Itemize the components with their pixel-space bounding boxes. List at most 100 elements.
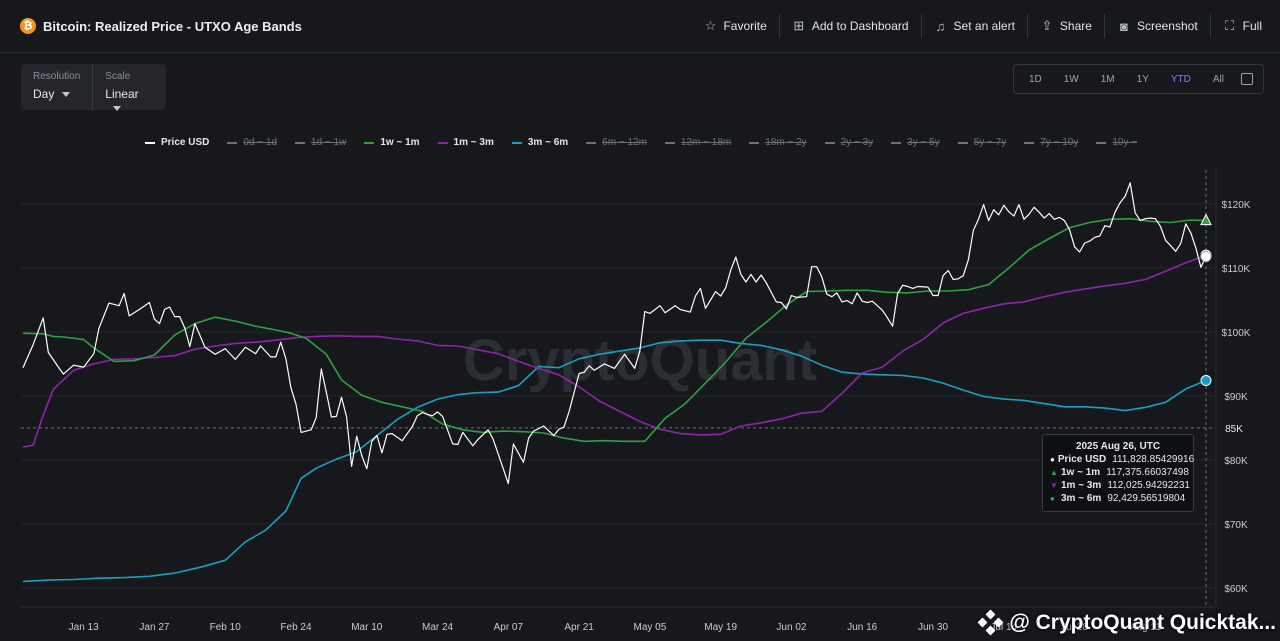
legend-item[interactable]: 1m ~ 3m — [437, 137, 494, 148]
x-tick-label: Feb 24 — [280, 622, 312, 633]
legend-item[interactable]: 2y ~ 3y — [824, 137, 874, 148]
x-tick-label: Jun 16 — [847, 622, 877, 633]
legend-swatch — [364, 141, 375, 144]
range-1y[interactable]: 1Y — [1136, 73, 1149, 85]
legend-swatch — [586, 141, 597, 144]
range-ytd[interactable]: YTD — [1170, 73, 1191, 85]
camera-icon: ◙ — [1120, 18, 1128, 34]
y-tick-label: $80K — [1224, 456, 1248, 467]
header-actions: ☆ Favorite ⊞ Add to Dashboard ♫ Set an aler… — [691, 14, 1266, 38]
x-tick-label: Mar 10 — [351, 622, 383, 633]
legend-item[interactable]: 18m ~ 2y — [749, 137, 807, 148]
tooltip-series-name: 1m ~ 3m — [1061, 480, 1102, 491]
x-tick-label: May 05 — [633, 622, 666, 633]
share-label: Share — [1059, 19, 1092, 33]
legend-label: 18m ~ 2y — [765, 137, 807, 148]
y-tick-label: $120K — [1222, 200, 1251, 211]
legend-label: 0d ~ 1d — [243, 137, 278, 148]
footer-watermark-text: @ CryptoQuant Quicktak... — [1009, 611, 1276, 634]
share-icon: ⇪ — [1041, 18, 1053, 33]
legend-label: 6m ~ 12m — [602, 137, 647, 148]
bell-icon: ♫ — [935, 18, 946, 34]
y-tick-label: $110K — [1222, 264, 1251, 275]
legend-swatch — [145, 141, 155, 144]
marker-3m-6m — [1200, 375, 1212, 387]
legend-swatch — [891, 141, 902, 144]
legend-item[interactable]: 10y ~ — [1096, 137, 1137, 148]
fullscreen-button[interactable]: ⛶ Full — [1211, 14, 1266, 38]
legend-label: 10y ~ — [1112, 137, 1138, 148]
chart-tooltip: 2025 Aug 26, UTC ● Price USD 111,828.85429… — [1042, 434, 1194, 512]
y-tick-label: $100K — [1222, 328, 1251, 339]
legend-label: Price USD — [161, 137, 210, 148]
legend-label: 3y ~ 5y — [907, 137, 940, 148]
legend-item[interactable]: 1d ~ 1w — [295, 137, 346, 148]
chart-legend: Price USD 0d ~ 1d 1d ~ 1w 1w ~ 1m 1m ~ 3m 3m … — [145, 137, 1155, 148]
range-1d[interactable]: 1D — [1028, 73, 1042, 85]
x-tick-label: Jun 30 — [918, 622, 948, 633]
scale-value: Linear — [105, 87, 154, 115]
legend-label: 1m ~ 3m — [453, 137, 494, 148]
tooltip-date: 2025 Aug 26, UTC — [1075, 441, 1161, 452]
favorite-label: Favorite — [723, 19, 767, 33]
legend-swatch — [824, 141, 835, 144]
range-1w[interactable]: 1W — [1063, 73, 1079, 85]
x-tick-label: Jul 28 — [1061, 622, 1088, 633]
share-button[interactable]: ⇪ Share — [1028, 14, 1105, 38]
tooltip-row-1w-1m: ▲ 1w ~ 1m 117,375.66037498 — [1050, 467, 1193, 478]
legend-swatch — [1024, 141, 1035, 144]
legend-label: 2y ~ 3y — [840, 137, 874, 148]
calendar-icon[interactable] — [1241, 73, 1253, 85]
legend-item[interactable]: 0d ~ 1d — [227, 137, 277, 148]
legend-item[interactable]: 1w ~ 1m — [364, 137, 420, 148]
set-alert-button[interactable]: ♫ Set an alert — [922, 14, 1028, 38]
series-line-1w-1m — [22, 217, 1207, 443]
resolution-select[interactable]: Resolution Day — [21, 64, 92, 110]
bitcoin-icon: ₿ — [20, 18, 36, 34]
legend-item[interactable]: 6m ~ 12m — [586, 137, 647, 148]
range-1m[interactable]: 1M — [1100, 73, 1115, 85]
fullscreen-icon: ⛶ — [1225, 18, 1235, 33]
scale-label: Scale — [105, 71, 131, 82]
x-tick-label: Apr 07 — [494, 622, 524, 633]
series-line-1m-3m — [22, 254, 1207, 448]
legend-item[interactable]: 3m ~ 6m — [511, 137, 569, 148]
scale-select[interactable]: Scale Linear — [92, 64, 166, 110]
legend-item[interactable]: 3y ~ 5y — [891, 137, 940, 148]
screenshot-button[interactable]: ◙ Screenshot — [1105, 14, 1211, 38]
legend-label: 5y ~ 7y — [973, 137, 1007, 148]
x-tick-label: May 19 — [704, 622, 737, 633]
y-tick-label: $60K — [1224, 584, 1248, 595]
range-all[interactable]: All — [1212, 73, 1224, 85]
legend-label: 3m ~ 6m — [527, 137, 569, 148]
x-tick-label: Mar 24 — [422, 622, 454, 633]
header-bar: ₿ Bitcoin: Realized Price - UTXO Age Ban… — [0, 0, 1280, 53]
chart-controls: Resolution Day Scale Linear — [21, 64, 166, 110]
add-dashboard-icon: ⊞ — [793, 18, 805, 33]
star-icon: ☆ — [704, 18, 717, 33]
time-range-selector: 1D 1W 1M 1Y YTD All — [1012, 64, 1264, 94]
screenshot-label: Screenshot — [1136, 19, 1198, 33]
tooltip-marker: ● — [1050, 455, 1055, 464]
legend-swatch — [437, 141, 448, 144]
legend-item[interactable]: Price USD — [145, 137, 209, 148]
tooltip-series-value: 117,375.66037498 — [1106, 467, 1189, 478]
legend-item[interactable]: 7y ~ 10y — [1024, 137, 1078, 148]
tooltip-marker: ▼ — [1050, 481, 1058, 490]
legend-label: 7y ~ 10y — [1040, 137, 1079, 148]
legend-label: 1d ~ 1w — [311, 137, 347, 148]
legend-swatch — [957, 141, 968, 144]
legend-item[interactable]: 5y ~ 7y — [957, 137, 1007, 148]
legend-swatch — [511, 141, 522, 144]
tooltip-series-value: 111,828.85429916 — [1112, 454, 1195, 465]
resolution-label: Resolution — [33, 71, 81, 82]
y-tick-label: $90K — [1224, 392, 1248, 403]
legend-swatch — [749, 141, 760, 144]
series-line-3m-6m — [22, 339, 1207, 583]
tooltip-series-name: 3m ~ 6m — [1061, 493, 1102, 504]
add-to-dashboard-button[interactable]: ⊞ Add to Dashboard — [780, 14, 922, 38]
favorite-button[interactable]: ☆ Favorite — [691, 14, 780, 38]
x-tick-label: Jun 02 — [776, 622, 806, 633]
legend-item[interactable]: 12m ~ 18m — [664, 137, 731, 148]
x-tick-label: Jan 13 — [69, 622, 99, 633]
